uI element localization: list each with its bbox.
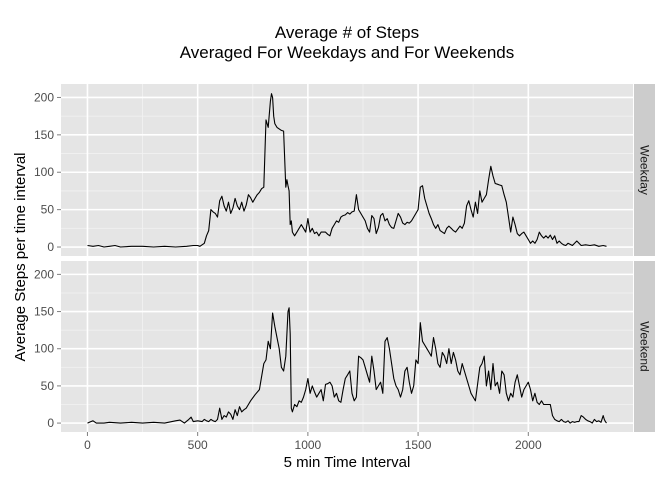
facet-strip [634, 261, 655, 432]
y-tick-label: 200 [34, 267, 54, 281]
panel-weekend: 0 50 100 150 200 Weekend [34, 261, 655, 432]
x-tick-label: 500 [188, 438, 208, 452]
panel-weekday: 0 50 100 150 200 Weekday [34, 84, 655, 256]
y-tick-label: 50 [41, 379, 55, 393]
y-tick-label: 200 [34, 90, 54, 104]
x-tick-label: 2000 [515, 438, 542, 452]
x-axis-ticks: 0 500 1000 1500 2000 [84, 432, 542, 452]
y-tick-label: 150 [34, 305, 54, 319]
facet-strip [634, 84, 655, 256]
x-tick-label: 0 [84, 438, 91, 452]
y-tick-label: 100 [34, 342, 54, 356]
facet-panels: 0 50 100 150 200 Weekday 0 50 100 150 200 Weekend [34, 84, 655, 432]
series-line-weekday [87, 93, 607, 248]
y-tick-label: 100 [34, 165, 54, 179]
chart-title: Average # of Steps [275, 23, 419, 42]
facet-strip-label: Weekday [638, 145, 652, 195]
x-tick-label: 1500 [405, 438, 432, 452]
y-tick-label: 50 [41, 203, 55, 217]
chart-subtitle: Averaged For Weekdays and For Weekends [180, 43, 515, 62]
facet-strip-label: Weekend [638, 321, 652, 371]
y-axis-title: Average Steps per time interval [12, 153, 29, 362]
y-tick-label: 0 [47, 416, 54, 430]
panel-background [61, 261, 633, 432]
y-tick-label: 0 [47, 240, 54, 254]
y-tick-label: 150 [34, 128, 54, 142]
series-line-weekend [87, 307, 607, 424]
panel-background [61, 84, 633, 256]
x-tick-label: 1000 [295, 438, 322, 452]
x-axis-title: 5 min Time Interval [284, 454, 411, 471]
